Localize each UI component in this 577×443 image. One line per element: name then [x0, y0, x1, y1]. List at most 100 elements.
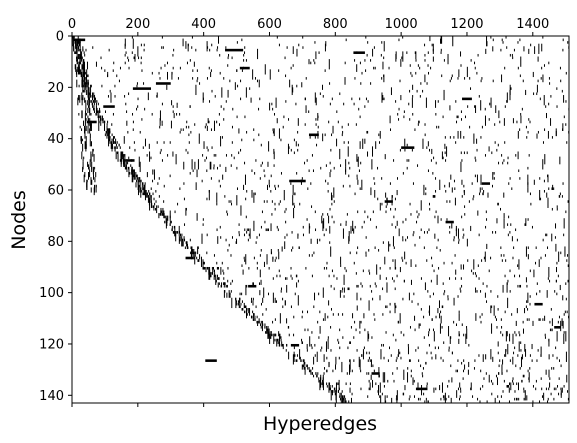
matrix-cell — [82, 74, 84, 78]
matrix-cell — [292, 195, 294, 206]
matrix-cell — [520, 284, 522, 288]
matrix-cell — [267, 228, 269, 232]
matrix-cell — [150, 195, 152, 198]
y-axis-label: Nodes — [8, 190, 30, 250]
matrix-cell — [304, 97, 306, 101]
matrix-cell — [161, 123, 163, 126]
matrix-cell — [226, 210, 228, 214]
matrix-cell — [514, 274, 516, 278]
matrix-cell — [133, 56, 135, 60]
matrix-cell — [176, 102, 178, 106]
matrix-cell — [216, 202, 218, 206]
matrix-cell — [312, 169, 314, 173]
matrix-cell — [180, 233, 181, 237]
matrix-cell — [417, 64, 419, 67]
matrix-cell — [216, 266, 218, 270]
matrix-cell — [519, 38, 521, 42]
matrix-cell — [476, 148, 478, 152]
matrix-cell — [333, 166, 335, 170]
matrix-cell — [202, 97, 204, 101]
matrix-cell — [483, 256, 485, 260]
matrix-cell — [90, 187, 92, 193]
matrix-cell — [399, 79, 401, 83]
matrix-cell — [382, 97, 384, 101]
matrix-cell — [492, 46, 494, 52]
matrix-cell — [461, 361, 463, 365]
matrix-cell — [426, 400, 428, 403]
matrix-cell — [422, 138, 424, 149]
matrix-cell — [220, 266, 222, 275]
matrix-cell — [290, 343, 300, 347]
matrix-cell — [368, 387, 370, 391]
matrix-cell — [477, 210, 479, 216]
matrix-cell — [566, 374, 568, 383]
matrix-cell — [386, 282, 388, 293]
matrix-cell — [451, 187, 453, 193]
matrix-cell — [85, 110, 87, 113]
matrix-cell — [343, 274, 345, 285]
matrix-cell — [368, 249, 370, 252]
matrix-cell — [373, 313, 375, 316]
matrix-cell — [493, 305, 495, 316]
matrix-cell — [452, 36, 454, 47]
matrix-cell — [441, 326, 443, 329]
matrix-cell — [211, 146, 213, 149]
matrix-cell — [258, 233, 260, 237]
matrix-cell — [529, 367, 531, 370]
matrix-cell — [517, 284, 519, 288]
matrix-cell — [327, 213, 329, 216]
matrix-cell — [392, 259, 394, 262]
matrix-cell — [305, 266, 307, 270]
matrix-cell — [467, 259, 469, 262]
matrix-cell — [304, 123, 306, 126]
matrix-cell — [406, 143, 408, 147]
matrix-cell — [230, 282, 232, 285]
matrix-cell — [262, 323, 264, 327]
matrix-cell — [286, 284, 288, 293]
matrix-cell — [529, 302, 531, 306]
matrix-cell — [260, 225, 262, 229]
matrix-cell — [328, 274, 330, 278]
matrix-cell — [439, 385, 441, 391]
matrix-cell — [532, 400, 534, 403]
matrix-cell — [392, 236, 394, 247]
matrix-cell — [506, 385, 508, 388]
matrix-cell — [360, 161, 362, 165]
matrix-cell — [364, 328, 366, 332]
matrix-cell — [302, 225, 304, 229]
matrix-cell — [249, 87, 251, 90]
matrix-cell — [476, 138, 478, 144]
matrix-cell — [306, 343, 308, 350]
matrix-cell — [297, 130, 299, 134]
matrix-cell — [519, 128, 521, 131]
matrix-cell — [132, 112, 134, 116]
matrix-cell — [567, 254, 569, 257]
matrix-cell — [525, 246, 527, 257]
matrix-cell — [395, 100, 397, 103]
matrix-cell — [437, 100, 439, 103]
matrix-cell — [561, 195, 563, 198]
matrix-cell — [396, 395, 398, 398]
matrix-cell — [75, 71, 77, 75]
matrix-cell — [243, 256, 245, 260]
matrix-cell — [147, 195, 149, 203]
matrix-cell — [370, 187, 372, 196]
matrix-cell — [465, 333, 467, 344]
matrix-cell — [547, 130, 549, 139]
matrix-cell — [110, 92, 112, 103]
matrix-cell — [357, 246, 359, 250]
matrix-cell — [375, 382, 377, 386]
matrix-cell — [379, 382, 381, 393]
matrix-cell — [339, 328, 341, 332]
matrix-cell — [470, 387, 472, 391]
matrix-cell — [331, 133, 333, 137]
matrix-cell — [339, 397, 341, 401]
matrix-cell — [379, 274, 381, 280]
matrix-cell — [181, 236, 183, 247]
matrix-cell — [350, 326, 352, 329]
matrix-cell — [138, 179, 140, 183]
matrix-cell — [152, 205, 154, 208]
matrix-cell — [139, 179, 141, 188]
matrix-cell — [144, 138, 146, 147]
matrix-cell — [253, 138, 255, 142]
